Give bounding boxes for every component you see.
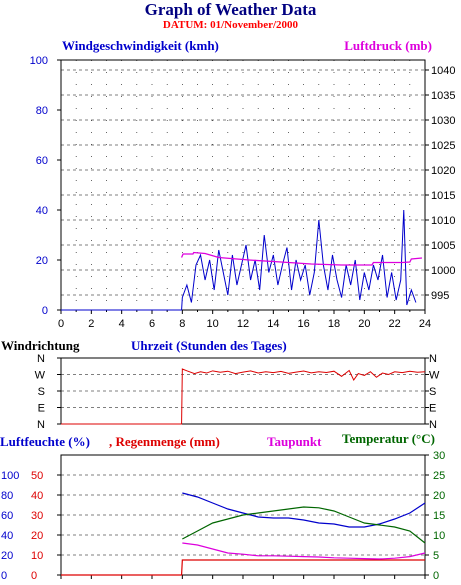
- temp-tick-label: 0: [433, 570, 439, 582]
- direction-tick-label-right: N: [429, 353, 437, 365]
- y-tick-label: 0: [42, 305, 48, 317]
- x-tick-label: 8: [179, 318, 185, 330]
- y2-tick-label: 1035: [431, 90, 455, 102]
- wind-axis-title: Windgeschwindigkeit (kmh): [62, 38, 219, 53]
- y2-tick-label: 1030: [431, 115, 455, 127]
- temp-tick-label: 20: [433, 490, 445, 502]
- y-tick-label: 100: [30, 55, 48, 67]
- page-title: Graph of Weather Data: [144, 0, 317, 19]
- plot-frame-direction: [60, 357, 426, 425]
- pressure-line: [180, 251, 423, 266]
- wind-direction-line: [61, 368, 426, 425]
- temp-tick-label: 15: [433, 510, 445, 522]
- direction-tick-label: N: [37, 353, 45, 365]
- y2-tick-label: 1010: [431, 215, 455, 227]
- temp-tick-label: 5: [433, 550, 439, 562]
- rain-tick-label: 30: [31, 510, 43, 522]
- x-tick-label: 10: [207, 318, 219, 330]
- humidity-tick-label: 60: [1, 510, 13, 522]
- x-tick-label: 20: [358, 318, 370, 330]
- y-tick-label: 40: [36, 205, 48, 217]
- x-tick-label: 2: [88, 318, 94, 330]
- time-axis-title: Uhrzeit (Stunden des Tages): [131, 338, 287, 353]
- direction-tick-label-right: E: [429, 403, 436, 415]
- temp-tick-label: 30: [433, 450, 445, 462]
- rain-tick-label: 40: [31, 490, 43, 502]
- plot-frame-humidity: [60, 454, 426, 576]
- rain-tick-label: 20: [31, 530, 43, 542]
- x-tick-label: 6: [149, 318, 155, 330]
- pressure-axis-title: Luftdruck (mb): [344, 38, 432, 53]
- x-tick-label: 16: [298, 318, 310, 330]
- y2-tick-label: 1020: [431, 165, 455, 177]
- y2-tick-label: 1040: [431, 65, 455, 77]
- plot-frame-wind: [60, 59, 426, 311]
- y2-tick-label: 1005: [431, 240, 455, 252]
- y2-tick-label: 1015: [431, 190, 455, 202]
- y2-tick-label: 1025: [431, 140, 455, 152]
- temp-tick-label: 25: [433, 470, 445, 482]
- direction-tick-label: E: [38, 403, 45, 415]
- rain-tick-label: 0: [31, 570, 37, 582]
- humidity-tick-label: 0: [1, 570, 7, 582]
- x-tick-label: 14: [267, 318, 279, 330]
- y2-tick-label: 1000: [431, 265, 455, 277]
- temp-tick-label: 10: [433, 530, 445, 542]
- x-tick-label: 4: [119, 318, 125, 330]
- x-tick-label: 18: [328, 318, 340, 330]
- x-tick-label: 12: [237, 318, 249, 330]
- rain-tick-label: 50: [31, 470, 43, 482]
- y-tick-label: 20: [36, 255, 48, 267]
- y-tick-label: 60: [36, 155, 48, 167]
- humidity-axis-title: Luftfeuchte (%): [0, 434, 90, 449]
- wind-speed-line: [61, 209, 417, 311]
- y2-tick-label: 995: [431, 290, 449, 302]
- rain-axis-title: , Regenmenge (mm): [109, 434, 220, 449]
- humidity-line: [182, 492, 426, 528]
- dewpoint-axis-title: Taupunkt: [267, 434, 322, 449]
- direction-tick-label-right: W: [429, 370, 440, 382]
- y-tick-label: 80: [36, 105, 48, 117]
- temperature-axis-title: Temperatur (°C): [342, 431, 435, 446]
- temperature-line: [182, 506, 426, 544]
- direction-tick-label: S: [38, 386, 45, 398]
- x-tick-label: 22: [389, 318, 401, 330]
- direction-tick-label-right: S: [429, 386, 436, 398]
- direction-axis-title: Windrichtung: [1, 338, 80, 353]
- x-tick-label: 24: [419, 318, 431, 330]
- direction-tick-label-right: N: [429, 419, 437, 431]
- direction-tick-label: N: [37, 419, 45, 431]
- direction-tick-label: W: [35, 370, 46, 382]
- dewpoint-line: [182, 542, 426, 560]
- date-subtitle: DATUM: 01/November/2000: [162, 19, 299, 31]
- humidity-tick-label: 80: [1, 490, 13, 502]
- humidity-tick-label: 40: [1, 530, 13, 542]
- rain-line: [61, 559, 425, 576]
- humidity-tick-label: 20: [1, 550, 13, 562]
- x-tick-label: 0: [58, 318, 64, 330]
- rain-tick-label: 10: [31, 550, 43, 562]
- humidity-tick-label: 100: [1, 470, 19, 482]
